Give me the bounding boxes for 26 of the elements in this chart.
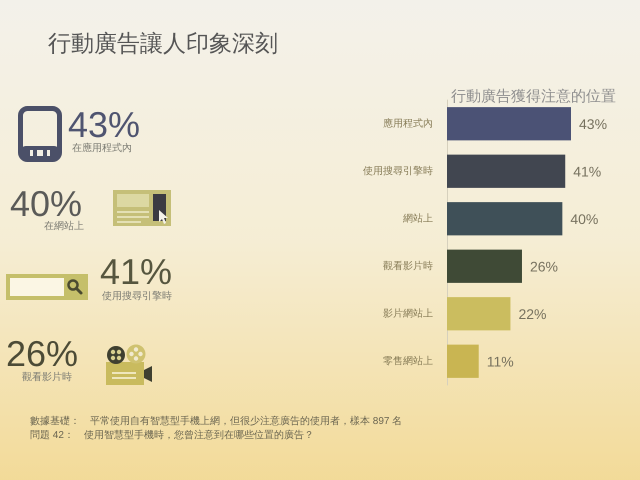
bar <box>447 250 522 283</box>
y-tick-label: 觀看影片時 <box>383 260 433 272</box>
data-label: 26% <box>530 258 558 274</box>
chart-title: 行動廣告獲得注意的位置 <box>451 88 616 105</box>
bar <box>447 202 562 236</box>
text: 問題 42： 使用智慧型手機時，您曾注意到在哪些位置的廣告？ <box>30 430 314 442</box>
text: 數據基礎： 平常使用自有智慧型手機上網，但很少注意廣告的使用者，樣本 897 名 <box>30 416 402 428</box>
data-label: 22% <box>518 306 546 322</box>
y-tick-label: 網站上 <box>402 212 433 224</box>
y-tick-label: 使用搜尋引擎時 <box>363 164 433 177</box>
bar <box>447 344 479 378</box>
bar <box>447 154 566 188</box>
bar <box>447 297 510 330</box>
data-label: 40% <box>570 210 598 227</box>
text: 觀看影片時 <box>22 372 72 384</box>
y-tick-label: 應用程式內 <box>383 117 433 130</box>
y-tick-label: 零售網站上 <box>383 354 433 367</box>
bar <box>447 107 571 140</box>
data-label: 11% <box>486 353 514 370</box>
text: 行動廣告讓人印象深刻 <box>48 30 278 58</box>
text: 使用搜尋引擎時 <box>102 291 172 302</box>
text: 41% <box>100 251 172 292</box>
text: 在應用程式內 <box>72 143 132 154</box>
data-label: 43% <box>579 116 608 132</box>
data-label: 41% <box>573 163 602 180</box>
y-tick-label: 影片網站上 <box>383 307 433 320</box>
